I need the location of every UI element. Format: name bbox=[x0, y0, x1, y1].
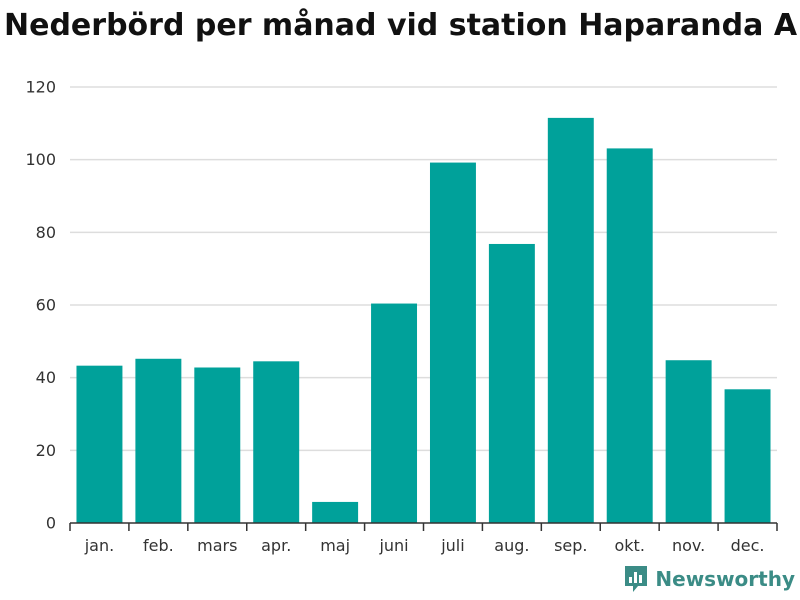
x-tick-label: aug. bbox=[494, 536, 529, 555]
bar-feb bbox=[135, 358, 182, 523]
y-tick-label: 60 bbox=[36, 296, 56, 315]
bar-chart-icon bbox=[625, 566, 648, 592]
bar-sep bbox=[547, 117, 594, 523]
y-axis-tick-labels: 0 20 40 60 80 100 120 bbox=[25, 78, 56, 533]
bar-aug bbox=[488, 243, 535, 523]
y-tick-label: 20 bbox=[36, 441, 56, 460]
bar-dec bbox=[724, 389, 771, 523]
bar-jan bbox=[76, 365, 123, 523]
x-axis bbox=[69, 522, 778, 531]
x-tick-label: juli bbox=[440, 536, 464, 555]
bar-mars bbox=[194, 367, 241, 523]
x-tick-label: jan. bbox=[84, 536, 114, 555]
y-tick-label: 120 bbox=[25, 78, 56, 97]
x-tick-label: apr. bbox=[261, 536, 291, 555]
bar-maj bbox=[312, 501, 359, 523]
y-tick-label: 100 bbox=[25, 150, 56, 169]
y-tick-label: 80 bbox=[36, 223, 56, 242]
x-tick-label: mars bbox=[197, 536, 237, 555]
brand-name: Newsworthy bbox=[655, 567, 795, 591]
x-tick-label: sep. bbox=[554, 536, 587, 555]
bar-nov bbox=[665, 360, 712, 523]
x-tick-label: okt. bbox=[614, 536, 644, 555]
x-tick-label: nov. bbox=[672, 536, 705, 555]
y-tick-label: 40 bbox=[36, 368, 56, 387]
chart-title: Nederbörd per månad vid station Haparand… bbox=[4, 8, 798, 43]
bar-okt bbox=[606, 148, 653, 524]
y-tick-label: 0 bbox=[46, 514, 56, 533]
gridlines bbox=[70, 86, 777, 452]
x-axis-tick-labels: jan. feb. mars apr. maj juni juli aug. sep. okt. n… bbox=[84, 536, 765, 555]
x-tick-label: feb. bbox=[143, 536, 174, 555]
bar-juni bbox=[371, 303, 418, 523]
newsworthy-logo: Newsworthy bbox=[623, 562, 795, 596]
x-tick-label: dec. bbox=[731, 536, 765, 555]
bars bbox=[76, 117, 771, 524]
bar-apr bbox=[253, 361, 300, 523]
x-tick-label: juni bbox=[378, 536, 408, 555]
x-tick-label: maj bbox=[320, 536, 350, 555]
bar-juli bbox=[429, 162, 476, 523]
